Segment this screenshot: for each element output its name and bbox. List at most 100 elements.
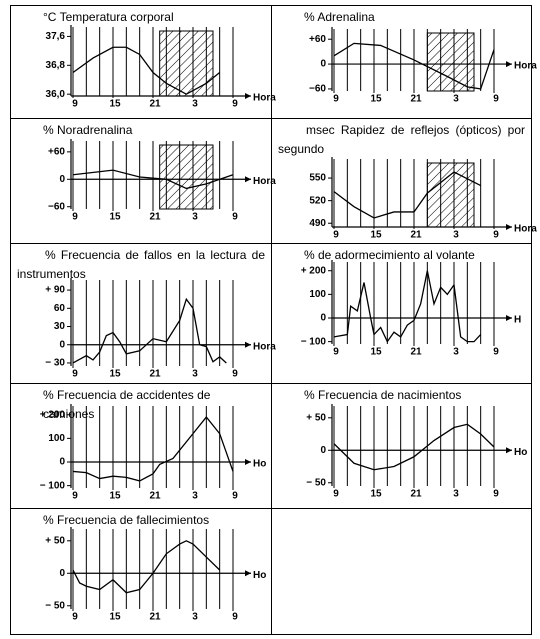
- y-tick-label: 0: [59, 339, 65, 350]
- x-tick-label: 3: [192, 212, 198, 223]
- x-tick-label: 3: [453, 230, 459, 241]
- y-tick-label: − 30: [45, 358, 65, 369]
- data-line: [333, 42, 495, 90]
- table-cell: % Frecuencia de fallos en la lectura de …: [10, 243, 276, 384]
- y-tick-label: −60: [48, 201, 65, 212]
- x-tick-label: 3: [192, 491, 198, 502]
- x-tick-label: 9: [493, 489, 499, 500]
- y-tick-label: 36,0: [46, 89, 66, 100]
- x-tick-label: 9: [232, 369, 238, 380]
- night-shade: [159, 144, 214, 210]
- chart-title: % Frecuencia de accidentes de camiones: [43, 388, 211, 421]
- x-tick-label: 9: [493, 230, 499, 241]
- x-tick-label: 21: [410, 230, 422, 241]
- chart: Ho + 50 0 − 50 9 15 21 3 9: [45, 527, 266, 623]
- x-tick-label: 3: [453, 94, 459, 105]
- data-line: [333, 423, 495, 471]
- x-tick-label: 21: [149, 99, 161, 110]
- chart-title: msec Rapidez de reflejos (ópticos) por s…: [278, 123, 525, 156]
- x-axis-arrow: [506, 447, 512, 454]
- x-tick-label: 9: [232, 99, 238, 110]
- y-tick-label: 520: [309, 195, 326, 206]
- x-tick-label: 3: [453, 489, 459, 500]
- y-tick-label: 36,8: [46, 60, 66, 71]
- x-axis-arrow: [245, 93, 251, 99]
- x-tick-label: 15: [109, 212, 121, 223]
- y-tick-label: 0: [59, 457, 65, 468]
- chart: H + 200 100 0 − 100 9 15 21 3 9: [301, 260, 521, 358]
- night-shade: [426, 162, 475, 228]
- x-tick-label: 15: [370, 94, 382, 105]
- table-cell: % Frecuencia de fallecimientos Ho + 50 0 − 5…: [10, 508, 272, 635]
- y-tick-label: +60: [48, 146, 65, 157]
- table-cell: % Noradrenalina Hora +60 0 −60 9 15 21 3 9: [10, 118, 276, 244]
- x-tick-label: 21: [149, 212, 161, 223]
- x-axis-arrow: [245, 570, 251, 577]
- chart-title: % de adormecimiento al volante: [304, 248, 475, 262]
- x-tick-label: 15: [109, 612, 121, 623]
- x-tick-label: 15: [109, 491, 121, 502]
- x-axis-arrow: [506, 224, 512, 230]
- x-axis-arrow: [245, 341, 251, 348]
- x-tick-label: 3: [192, 99, 198, 110]
- chart: Hora 36,0 36,8 37,6 9 15 21 3 9: [46, 25, 276, 110]
- y-tick-label: 37,6: [46, 31, 66, 42]
- x-axis-label: Hora: [514, 224, 537, 235]
- data-line: [333, 270, 482, 343]
- y-tick-label: 100: [48, 433, 65, 444]
- chart: Hora +60 0 −60 9 15 21 3 9: [48, 139, 276, 223]
- x-tick-label: 21: [410, 489, 422, 500]
- x-axis-label: Hora: [253, 93, 276, 104]
- x-tick-label: 9: [493, 94, 499, 105]
- table-cell: % Frecuencia de nacimientos Ho + 50 0 − 50 9 1…: [271, 383, 532, 509]
- x-tick-label: 21: [410, 94, 422, 105]
- y-tick-label: − 100: [301, 336, 327, 347]
- chart-title: % Frecuencia de fallos en la lectura de …: [17, 248, 265, 281]
- x-tick-label: 15: [370, 489, 382, 500]
- x-axis-label: Hora: [253, 176, 276, 187]
- x-axis-label: Ho: [514, 447, 527, 458]
- x-axis-arrow: [245, 459, 251, 465]
- chart: Ho + 50 0 − 50 9 15 21 3 9: [306, 404, 527, 500]
- y-tick-label: 30: [54, 321, 66, 332]
- x-tick-label: 3: [192, 612, 198, 623]
- x-tick-label: 15: [109, 369, 121, 380]
- data-line: [72, 540, 221, 594]
- chart: Hora +60 0 −60 9 15 21 3 9: [309, 27, 537, 105]
- x-tick-label: 9: [72, 99, 78, 110]
- chart: Ho + 200 100 0 − 100 9 15 21 3 9: [40, 404, 266, 502]
- x-tick-label: 21: [149, 491, 161, 502]
- night-shade: [426, 32, 475, 92]
- y-tick-label: 550: [309, 173, 326, 184]
- chart-title: % Frecuencia de nacimientos: [304, 388, 462, 402]
- x-tick-label: 9: [333, 94, 339, 105]
- table-cell: [271, 508, 532, 635]
- y-tick-label: 0: [320, 445, 326, 456]
- chart: Hora + 90 60 30 0 − 30 9 15 21 3 9: [45, 278, 276, 380]
- chart-title: °C Temperatura corporal: [43, 10, 174, 24]
- x-tick-label: 9: [72, 369, 78, 380]
- table-cell: % Adrenalina Hora +60 0 −60 9 15 21 3 9: [271, 5, 537, 119]
- x-tick-label: 3: [192, 369, 198, 380]
- y-tick-label: −60: [309, 84, 326, 95]
- chart-title: % Noradrenalina: [43, 123, 133, 137]
- y-tick-label: 0: [320, 59, 326, 70]
- x-tick-label: 15: [370, 230, 382, 241]
- data-line: [72, 416, 234, 482]
- x-axis-arrow: [506, 315, 512, 321]
- y-tick-label: − 50: [306, 477, 326, 488]
- table-cell: msec Rapidez de reflejos (ópticos) por s…: [271, 118, 537, 244]
- x-tick-label: 9: [72, 491, 78, 502]
- y-tick-label: − 50: [45, 600, 65, 611]
- y-tick-label: +60: [309, 34, 326, 45]
- data-line: [72, 297, 227, 364]
- y-tick-label: 490: [309, 218, 326, 229]
- x-tick-label: 21: [149, 369, 161, 380]
- x-axis-label: H: [514, 315, 521, 326]
- chart-title: % Adrenalina: [304, 10, 375, 24]
- chart: Hora 490 520 550 9 15 21 3 9: [309, 157, 537, 241]
- y-tick-label: 0: [59, 174, 65, 185]
- y-tick-label: 100: [309, 289, 326, 300]
- x-tick-label: 9: [333, 489, 339, 500]
- x-tick-label: 21: [410, 347, 422, 358]
